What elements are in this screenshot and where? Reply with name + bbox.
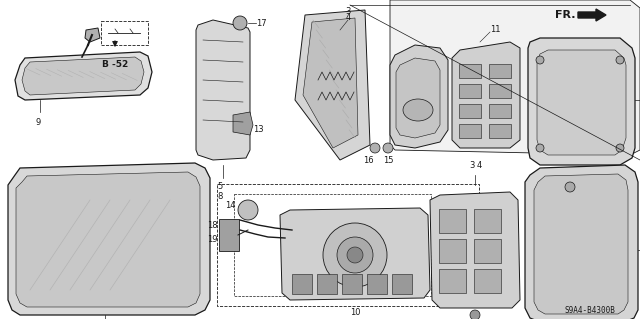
FancyBboxPatch shape xyxy=(439,239,466,263)
FancyArrow shape xyxy=(578,9,606,21)
Circle shape xyxy=(470,310,480,319)
Polygon shape xyxy=(15,52,152,100)
Text: 11: 11 xyxy=(490,26,500,34)
FancyBboxPatch shape xyxy=(219,219,239,251)
Polygon shape xyxy=(525,165,638,319)
FancyBboxPatch shape xyxy=(474,269,501,293)
FancyBboxPatch shape xyxy=(392,274,412,294)
Text: 18: 18 xyxy=(207,220,218,229)
Polygon shape xyxy=(537,50,626,155)
Polygon shape xyxy=(16,172,200,307)
FancyBboxPatch shape xyxy=(439,269,466,293)
Text: 19: 19 xyxy=(207,235,218,244)
FancyBboxPatch shape xyxy=(439,209,466,233)
FancyBboxPatch shape xyxy=(489,84,511,98)
Circle shape xyxy=(238,200,258,220)
Text: 3: 3 xyxy=(469,161,475,170)
FancyBboxPatch shape xyxy=(459,124,481,138)
Circle shape xyxy=(370,143,380,153)
Polygon shape xyxy=(303,18,358,148)
Circle shape xyxy=(323,223,387,287)
Text: 3: 3 xyxy=(346,7,351,16)
Polygon shape xyxy=(396,58,440,138)
FancyBboxPatch shape xyxy=(459,104,481,118)
Polygon shape xyxy=(390,45,448,148)
Circle shape xyxy=(616,144,624,152)
Text: B -52: B -52 xyxy=(102,60,128,69)
Ellipse shape xyxy=(403,99,433,121)
Polygon shape xyxy=(233,112,253,135)
Text: 16: 16 xyxy=(363,156,373,165)
FancyBboxPatch shape xyxy=(489,124,511,138)
FancyBboxPatch shape xyxy=(459,84,481,98)
FancyBboxPatch shape xyxy=(489,64,511,78)
Circle shape xyxy=(383,143,393,153)
Polygon shape xyxy=(452,42,520,148)
FancyBboxPatch shape xyxy=(459,64,481,78)
Text: 4: 4 xyxy=(476,161,482,170)
Text: 9: 9 xyxy=(35,118,40,127)
FancyBboxPatch shape xyxy=(474,239,501,263)
Polygon shape xyxy=(196,20,250,160)
FancyBboxPatch shape xyxy=(101,21,148,45)
Polygon shape xyxy=(390,0,640,155)
Polygon shape xyxy=(528,38,635,165)
FancyBboxPatch shape xyxy=(367,274,387,294)
Polygon shape xyxy=(295,10,370,160)
Circle shape xyxy=(565,182,575,192)
Text: 8: 8 xyxy=(218,192,223,201)
Circle shape xyxy=(347,247,363,263)
Circle shape xyxy=(233,16,247,30)
Polygon shape xyxy=(280,208,430,300)
Text: 10: 10 xyxy=(349,308,360,317)
Polygon shape xyxy=(22,57,144,95)
Text: FR.: FR. xyxy=(554,10,575,20)
FancyBboxPatch shape xyxy=(342,274,362,294)
FancyBboxPatch shape xyxy=(292,274,312,294)
Circle shape xyxy=(536,56,544,64)
Text: 4: 4 xyxy=(346,13,351,22)
FancyBboxPatch shape xyxy=(474,209,501,233)
Circle shape xyxy=(337,237,373,273)
Polygon shape xyxy=(534,174,628,314)
Circle shape xyxy=(616,56,624,64)
Circle shape xyxy=(536,144,544,152)
Polygon shape xyxy=(430,192,520,308)
Text: S9A4-B4300B: S9A4-B4300B xyxy=(564,306,616,315)
FancyBboxPatch shape xyxy=(489,104,511,118)
FancyBboxPatch shape xyxy=(317,274,337,294)
Polygon shape xyxy=(85,28,100,42)
Polygon shape xyxy=(8,163,210,315)
Text: 15: 15 xyxy=(383,156,393,165)
Text: 14: 14 xyxy=(225,201,236,210)
Text: 13: 13 xyxy=(253,125,264,135)
Text: 5: 5 xyxy=(218,182,223,191)
Text: 17: 17 xyxy=(256,19,267,27)
